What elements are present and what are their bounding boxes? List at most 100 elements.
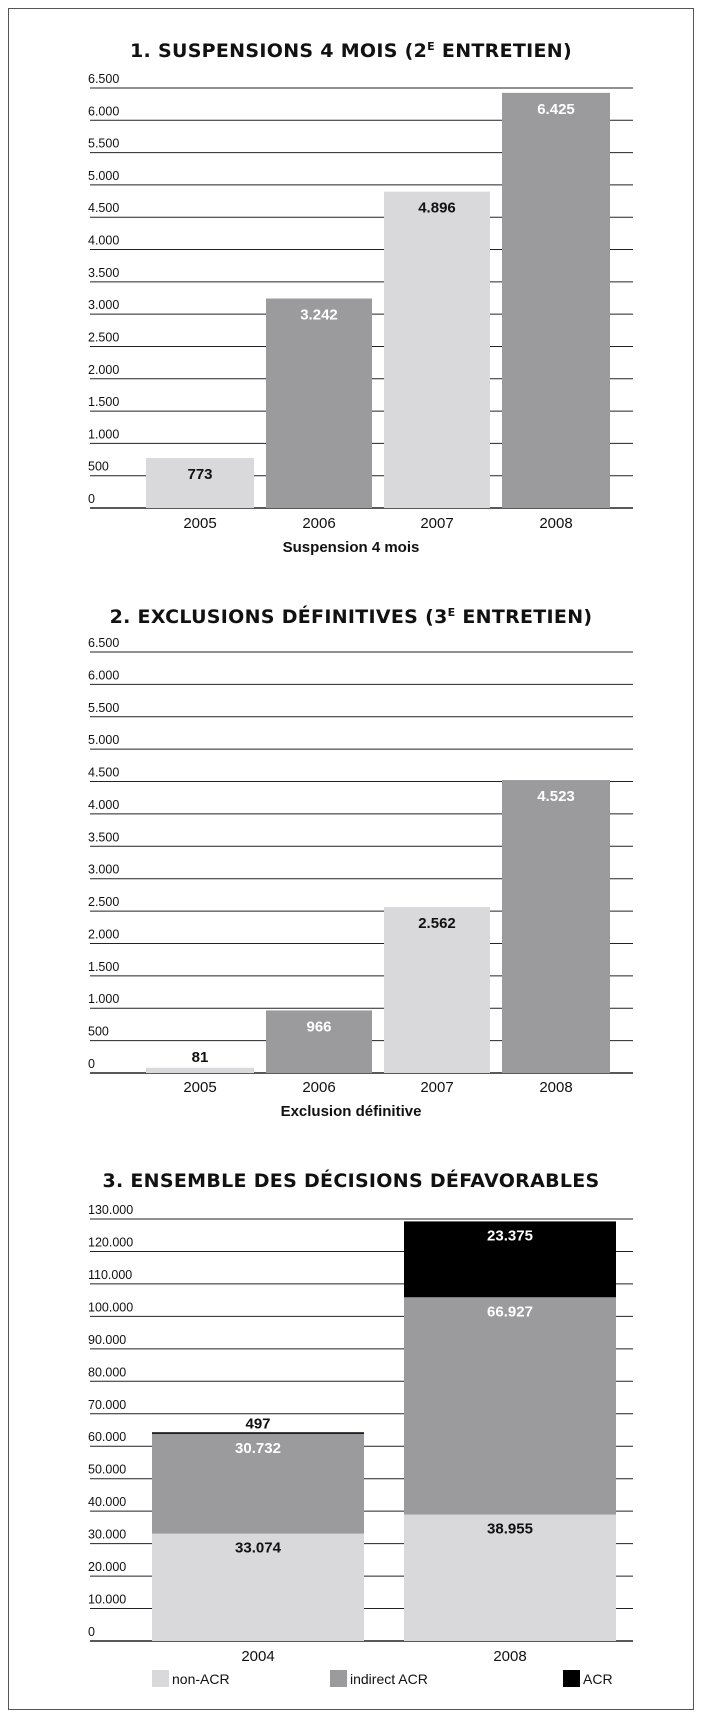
bar-2004-indirect-ACR [152, 1433, 364, 1534]
legend-label: indirect ACR [350, 1671, 428, 1687]
chart-3: 3. ENSEMBLE DES DÉCISIONS DÉFAVORABLES 0 1… [88, 1169, 633, 1687]
chart-title-superscript: E [427, 40, 435, 53]
chart-title: 2. EXCLUSIONS DÉFINITIVES (3E ENTRETIEN) [110, 605, 593, 628]
chart-title-superscript: E [448, 606, 456, 619]
y-tick-label: 120.000 [88, 1235, 133, 1249]
data-label: 33.074 [235, 1540, 282, 1557]
chart-title-main: 1. SUSPENSIONS 4 MOIS (2 [130, 40, 427, 62]
y-tick-label: 70.000 [88, 1398, 126, 1412]
data-label: 3.242 [300, 307, 338, 324]
bar-2008 [502, 92, 610, 508]
bar-2006 [266, 298, 372, 508]
data-label: 966 [306, 1018, 331, 1035]
data-label: 773 [187, 466, 212, 483]
chart-title: 1. SUSPENSIONS 4 MOIS (2E ENTRETIEN) [130, 40, 572, 62]
y-tick-label: 2.500 [88, 330, 119, 344]
y-tick-label: 4.000 [88, 234, 119, 248]
bar-2005 [146, 1067, 254, 1073]
y-tick-label: 50.000 [88, 1463, 126, 1477]
y-tick-label: 0 [88, 1057, 95, 1071]
data-label: 38.955 [487, 1521, 533, 1538]
data-label: 6.425 [537, 101, 575, 118]
chart-2: 2. EXCLUSIONS DÉFINITIVES (3E ENTRETIEN)… [88, 605, 633, 1120]
y-tick-label: 5.500 [88, 701, 119, 715]
data-label: 23.375 [487, 1227, 533, 1244]
y-tick-label: 1.000 [88, 427, 119, 441]
y-tick-label: 4.500 [88, 766, 119, 780]
y-tick-label: 100.000 [88, 1300, 133, 1314]
y-tick-label: 60.000 [88, 1430, 126, 1444]
bar-2004-non-ACR [152, 1533, 364, 1641]
data-label: 81 [192, 1049, 209, 1066]
x-axis-label: Exclusion définitive [281, 1103, 422, 1120]
x-tick-label: 2007 [420, 1079, 453, 1096]
legend-swatch-non-ACR [152, 1670, 169, 1687]
chart-title-main: 3. ENSEMBLE DES DÉCISIONS DÉFAVORABLES [102, 1169, 599, 1192]
x-tick-label: 2008 [539, 515, 572, 532]
y-tick-label: 3.500 [88, 830, 119, 844]
legend-swatch-indirect-ACR [330, 1670, 347, 1687]
y-tick-label: 1.500 [88, 960, 119, 974]
y-tick-label: 4.500 [88, 201, 119, 215]
data-label: 2.562 [418, 915, 456, 932]
y-tick-label: 500 [88, 460, 109, 474]
x-tick-label: 2006 [302, 515, 335, 532]
chart-title: 3. ENSEMBLE DES DÉCISIONS DÉFAVORABLES [102, 1169, 599, 1192]
y-tick-label: 90.000 [88, 1333, 126, 1347]
y-tick-label: 2.500 [88, 895, 119, 909]
y-tick-label: 500 [88, 1025, 109, 1039]
legend-label: ACR [583, 1671, 613, 1687]
y-tick-label: 6.000 [88, 104, 119, 118]
y-tick-label: 5.500 [88, 137, 119, 151]
x-tick-label: 2005 [183, 1079, 216, 1096]
y-tick-label: 6.500 [88, 636, 119, 650]
chart-1: 1. SUSPENSIONS 4 MOIS (2E ENTRETIEN) 0 500… [88, 40, 633, 556]
bar-2008 [502, 780, 610, 1073]
y-tick-label: 2.000 [88, 927, 119, 941]
bar-2007 [384, 191, 490, 509]
y-tick-label: 110.000 [88, 1268, 132, 1282]
page-frame [8, 8, 694, 1710]
y-tick-label: 3.000 [88, 298, 119, 312]
legend-swatch-ACR [563, 1670, 580, 1687]
x-tick-label: 2005 [183, 515, 216, 532]
bar-2006 [266, 1010, 372, 1073]
x-tick-label: 2007 [420, 515, 453, 532]
x-axis-label: Suspension 4 mois [283, 539, 420, 556]
x-tick-label: 2008 [539, 1079, 572, 1096]
chart-title-end: ENTRETIEN) [435, 40, 572, 62]
bar-2008-ACR [404, 1221, 616, 1298]
y-tick-label: 20.000 [88, 1560, 126, 1574]
y-tick-label: 130.000 [88, 1203, 133, 1217]
y-tick-label: 0 [88, 492, 95, 506]
y-tick-label: 10.000 [88, 1593, 126, 1607]
y-tick-label: 6.000 [88, 668, 119, 682]
data-label: 4.523 [537, 788, 575, 805]
y-tick-label: 1.000 [88, 992, 119, 1006]
bar-2005 [146, 458, 254, 508]
data-label: 497 [245, 1415, 270, 1432]
y-tick-label: 2.000 [88, 363, 119, 377]
y-tick-label: 3.500 [88, 266, 119, 280]
x-tick-label: 2008 [493, 1648, 526, 1665]
bar-2008-indirect-ACR [404, 1297, 616, 1515]
y-tick-label: 40.000 [88, 1495, 126, 1509]
x-tick-label: 2006 [302, 1079, 335, 1096]
bar-2008-non-ACR [404, 1514, 616, 1641]
y-tick-label: 1.500 [88, 395, 119, 409]
y-tick-label: 6.500 [88, 72, 119, 86]
y-tick-label: 3.000 [88, 863, 119, 877]
data-label: 30.732 [235, 1440, 281, 1457]
y-tick-label: 4.000 [88, 798, 119, 812]
data-label: 66.927 [487, 1303, 533, 1320]
chart-title-main: 2. EXCLUSIONS DÉFINITIVES (3 [110, 605, 448, 628]
x-tick-label: 2004 [241, 1648, 274, 1665]
bar-2007 [384, 907, 490, 1073]
y-tick-label: 5.000 [88, 733, 119, 747]
y-tick-label: 30.000 [88, 1528, 126, 1542]
chart-title-end: ENTRETIEN) [455, 606, 592, 628]
y-tick-label: 80.000 [88, 1365, 126, 1379]
bar-2004-ACR [152, 1432, 364, 1434]
legend-label: non-ACR [172, 1671, 230, 1687]
